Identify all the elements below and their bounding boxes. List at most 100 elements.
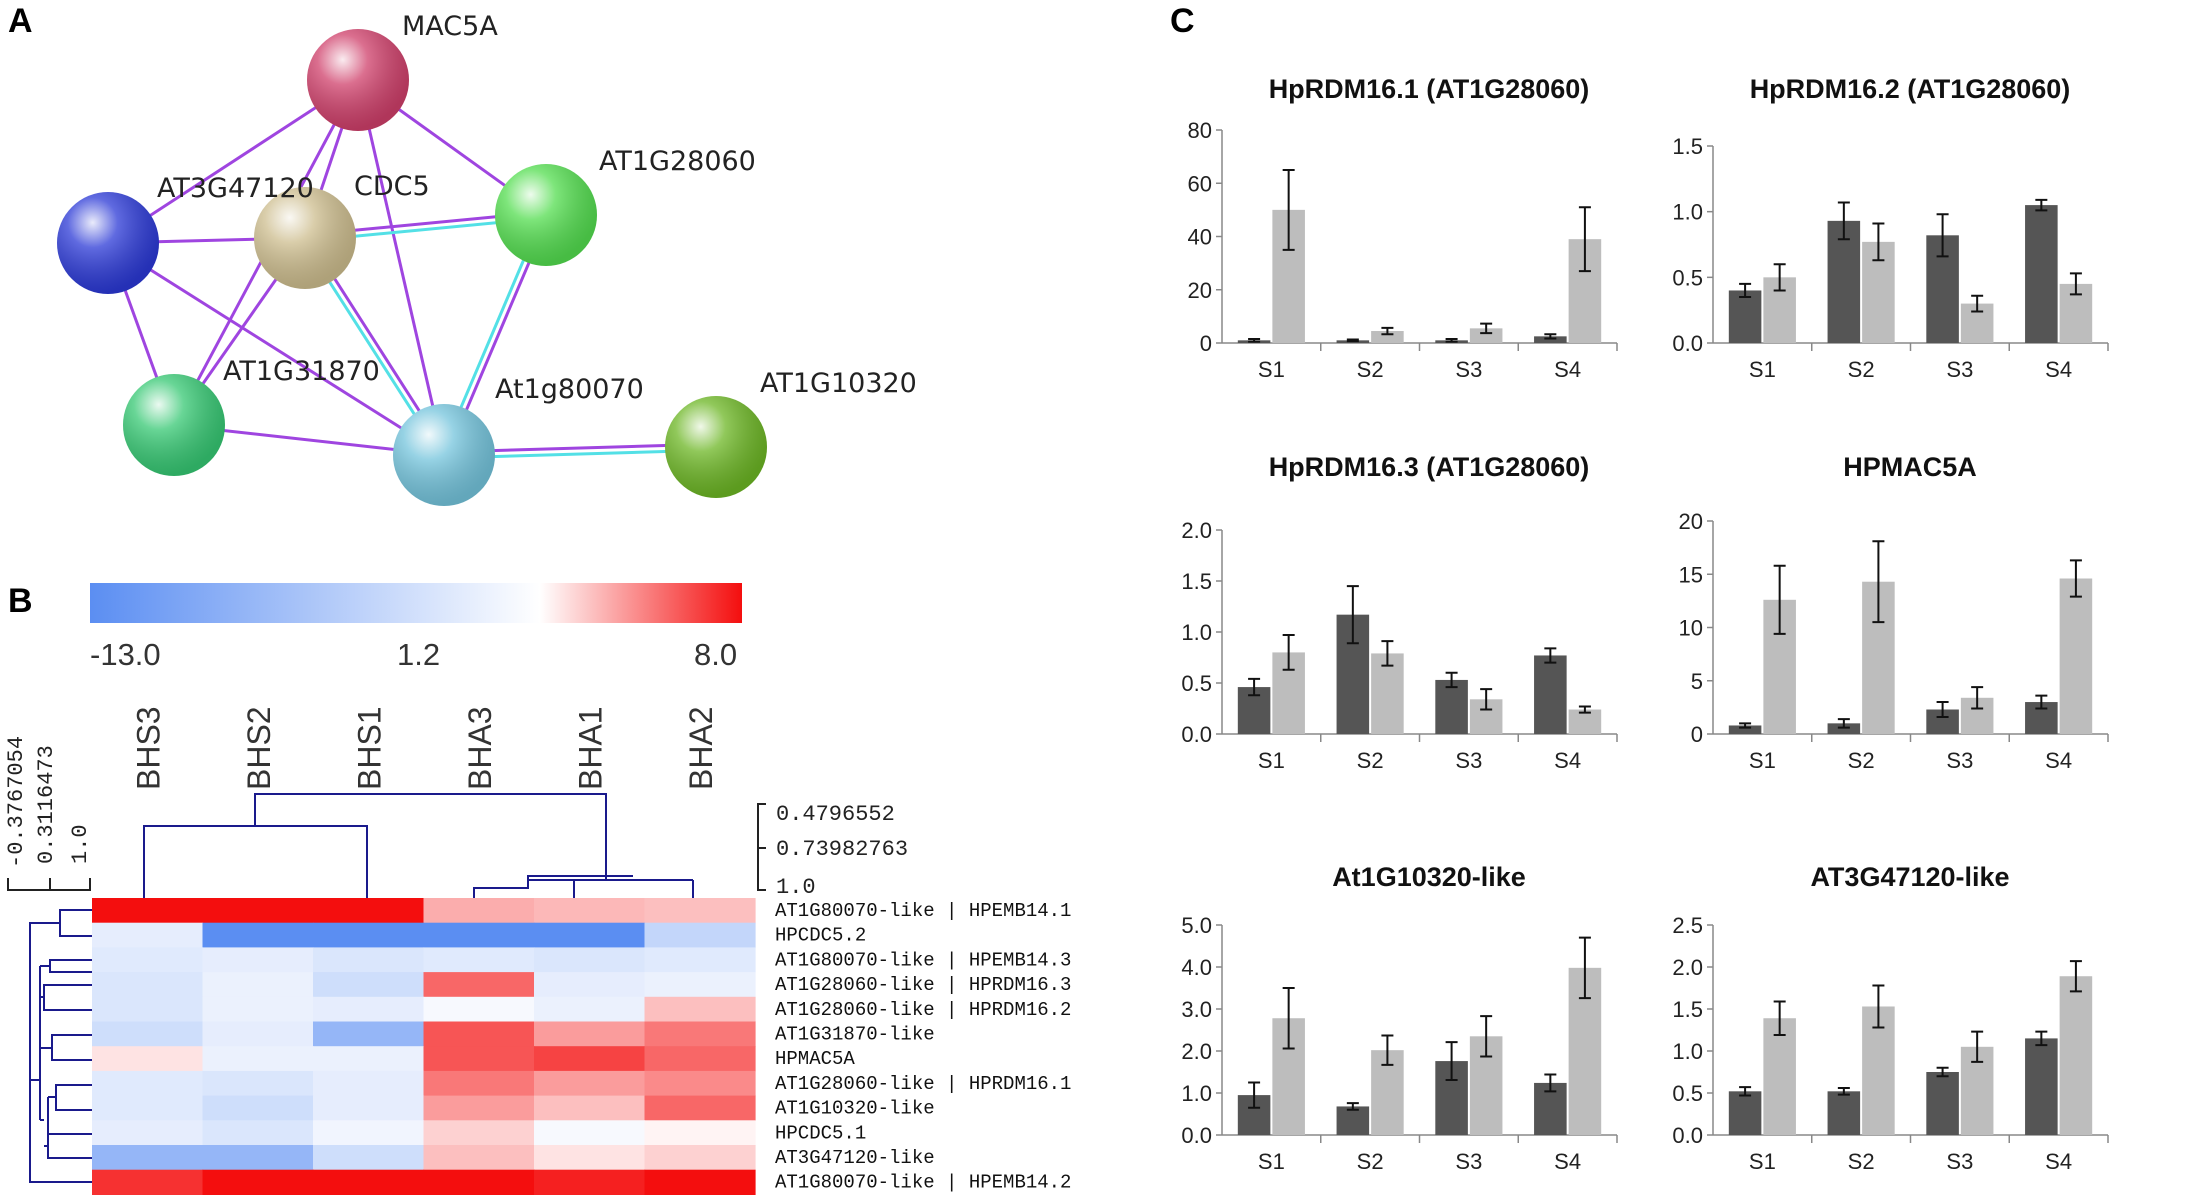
- error-bar: [1282, 634, 1295, 671]
- heatmap-cell: [534, 996, 646, 1023]
- bar-light: [2059, 976, 2093, 1135]
- heatmap-cell: [202, 1169, 314, 1195]
- heatmap-row-label: AT1G28060-like | HPRDM16.2: [775, 999, 1071, 1021]
- network-edge: [107, 241, 445, 457]
- heatmap-cell: [644, 1095, 756, 1121]
- heatmap-cell: [92, 1120, 204, 1146]
- bar-light: [1371, 331, 1404, 343]
- chart-title: HPMAC5A: [1843, 452, 1977, 482]
- heatmap-cell: [644, 1021, 756, 1047]
- heatmap-cell: [644, 1120, 756, 1146]
- heatmap-cell: [423, 1021, 535, 1047]
- y-tick-label: 1.5: [1672, 997, 1703, 1022]
- col-dend-tick-1: 0.4796552: [776, 802, 895, 827]
- bar-chart-6: AT3G47120-like 0.0 0.5 1.0 1.5 2.0 2.5 S1 S2 S3 S4: [1672, 862, 2109, 1174]
- x-tick-label: S3: [1455, 748, 1482, 773]
- x-tick-label: S1: [1258, 1149, 1285, 1174]
- col-dendrogram-scale: 0.4796552 0.73982763 1.0: [757, 802, 908, 900]
- x-tick-label: S1: [1749, 748, 1776, 773]
- heatmap-cell: [313, 922, 425, 948]
- heatmap-cell: [534, 1021, 646, 1047]
- chart-title: AT3G47120-like: [1810, 862, 2009, 892]
- heatmap-row-label: AT1G80070-like | HPEMB14.3: [775, 949, 1071, 971]
- bar-chart-2: HpRDM16.2 (AT1G28060) 0.0 0.5 1.0 1.5 S1 S2 S3 S…: [1672, 74, 2109, 382]
- heatmap-cell: [534, 1120, 646, 1146]
- row-dendrogram: [29, 909, 92, 1183]
- bar-light: [1568, 709, 1602, 734]
- panel-a-letter: A: [8, 2, 33, 40]
- heatmap-cell: [92, 972, 204, 998]
- heatmap-cell: [644, 972, 756, 998]
- y-tick-label: 0.5: [1672, 1081, 1703, 1106]
- heatmap-column-label: BHA2: [683, 706, 719, 790]
- heatmap-cell: [202, 1095, 314, 1121]
- bar-dark: [1534, 336, 1567, 343]
- heatmap-cell: [92, 1145, 204, 1171]
- error-bar: [1872, 222, 1885, 262]
- error-bar: [1578, 705, 1591, 714]
- heatmap-cell: [92, 1046, 204, 1072]
- y-tick-label: 1.5: [1181, 569, 1212, 594]
- y-tick-label: 60: [1188, 171, 1212, 196]
- heatmap-cell: [202, 1145, 314, 1171]
- heatmap-cell: [92, 1095, 204, 1121]
- node-highlight: [393, 404, 495, 506]
- chart-title: HpRDM16.2 (AT1G28060): [1750, 74, 2071, 104]
- error-bar: [1282, 168, 1295, 251]
- chart-title: HpRDM16.1 (AT1G28060): [1269, 74, 1590, 104]
- error-bar: [1445, 671, 1458, 689]
- x-tick-label: S3: [1946, 1149, 1973, 1174]
- bar-dark: [1827, 1091, 1861, 1135]
- heatmap-cell: [534, 947, 646, 973]
- color-scale-bar: [90, 583, 742, 623]
- heatmap-row-label: AT1G28060-like | HPRDM16.3: [775, 974, 1071, 996]
- heatmap-row-label: HPMAC5A: [775, 1048, 855, 1070]
- error-bar: [1544, 333, 1557, 340]
- heatmap-cell: [313, 1070, 425, 1097]
- heatmap-cell: [534, 972, 646, 998]
- y-tick-label: 2.0: [1672, 955, 1703, 980]
- bar-chart-5: At1G10320-like 0.0 1.0 2.0 3.0 4.0 5.0 S1 S2 S3 S4: [1181, 862, 1618, 1174]
- error-bar: [1936, 701, 1949, 718]
- node-highlight: [495, 164, 597, 266]
- x-tick-label: S2: [1357, 357, 1384, 382]
- heatmap-cell: [313, 1145, 425, 1171]
- x-tick-label: S1: [1749, 357, 1776, 382]
- y-tick-label: 0: [1200, 331, 1212, 356]
- node-highlight: [123, 374, 225, 476]
- x-tick-label: S2: [1848, 748, 1875, 773]
- heatmap-cell: [423, 898, 535, 924]
- heatmap-cell: [423, 1095, 535, 1121]
- heatmap-cell: [202, 1021, 314, 1047]
- x-tick-label: S1: [1749, 1149, 1776, 1174]
- error-bar: [1971, 294, 1984, 313]
- error-bar: [1936, 1066, 1949, 1078]
- error-bar: [2069, 960, 2082, 993]
- x-tick-label: S3: [1455, 357, 1482, 382]
- row-dend-tick-3: 1.0: [68, 824, 93, 864]
- error-bar: [1480, 688, 1493, 711]
- col-dend-scale-bracket: [757, 803, 766, 891]
- heatmap-row-label: HPCDC5.1: [775, 1122, 866, 1144]
- heatmap-cell: [423, 1046, 535, 1072]
- heatmap-cell: [202, 922, 314, 948]
- heatmap-cell: [534, 1070, 646, 1097]
- x-tick-label: S2: [1357, 1149, 1384, 1174]
- bar-dark: [2025, 205, 2058, 343]
- bar-dark: [1728, 1091, 1762, 1135]
- heatmap-column-label: BHS2: [241, 706, 277, 790]
- error-bar: [1578, 936, 1591, 1000]
- panel-c: C HpRDM16.1 (AT1G28060) 0 20 40 60 80 S1 S2 S3 S4…: [1170, 2, 2109, 1174]
- error-bar: [1480, 1015, 1493, 1058]
- x-tick-label: S1: [1258, 748, 1285, 773]
- y-tick-label: 80: [1188, 118, 1212, 143]
- y-tick-label: 0.5: [1181, 671, 1212, 696]
- x-tick-label: S4: [1554, 748, 1581, 773]
- error-bar: [1773, 1000, 1786, 1037]
- node-label-at1g10320: AT1G10320: [760, 368, 917, 399]
- error-bar: [1381, 1034, 1394, 1066]
- heatmap-row-label: AT3G47120-like: [775, 1147, 935, 1169]
- bar-dark: [2025, 1038, 2058, 1135]
- y-tick-label: 1.0: [1672, 200, 1703, 225]
